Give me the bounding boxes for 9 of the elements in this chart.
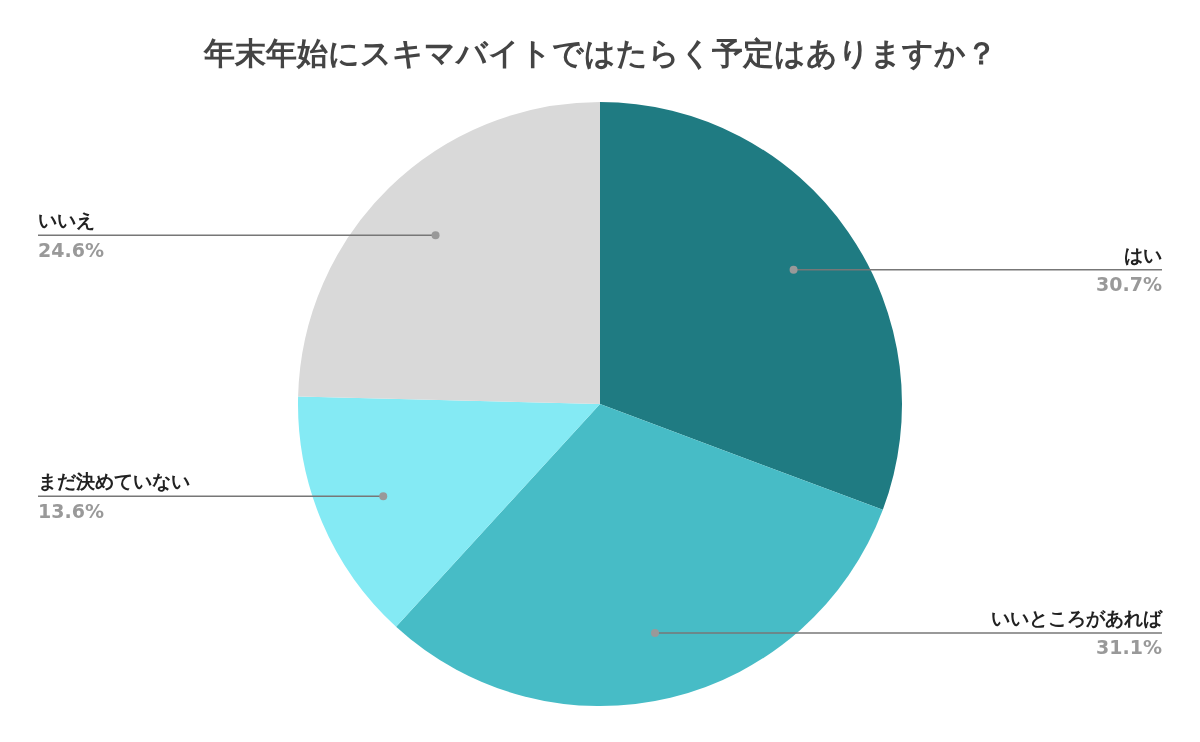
- slice-label: はい: [1124, 243, 1162, 266]
- data-label: 13.6%: [38, 499, 104, 522]
- slice-label: いいえ: [38, 209, 95, 232]
- slice-label: まだ決めていない: [38, 470, 190, 493]
- data-label: 31.1%: [1096, 636, 1162, 659]
- chart-title: 年末年始にスキマバイトではたらく予定はありますか？: [202, 35, 997, 72]
- slice-label: いいところがあれば: [991, 607, 1163, 630]
- data-label: 24.6%: [38, 238, 104, 261]
- data-label: 30.7%: [1096, 273, 1162, 296]
